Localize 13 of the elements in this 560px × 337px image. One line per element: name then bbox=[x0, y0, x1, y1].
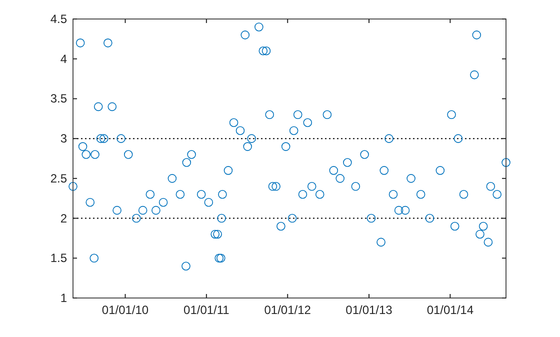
y-tick-label: 3.5 bbox=[50, 92, 68, 106]
y-tick-label: 3 bbox=[60, 132, 68, 146]
x-tick-label: 01/01/11 bbox=[184, 303, 230, 317]
y-tick-label: 1 bbox=[60, 291, 68, 305]
y-tick-label: 4 bbox=[60, 52, 68, 66]
x-tick-label: 01/01/10 bbox=[102, 303, 149, 317]
x-tick-label: 01/01/13 bbox=[346, 303, 393, 317]
y-tick-label: 2.5 bbox=[50, 171, 68, 186]
y-tick-label: 2 bbox=[60, 211, 68, 226]
x-tick-label: 01/01/14 bbox=[426, 303, 474, 317]
y-tick-label: 1.5 bbox=[50, 251, 68, 266]
y-tick-label: 4.5 bbox=[50, 12, 68, 26]
x-tick-label: 01/01/12 bbox=[264, 303, 312, 317]
